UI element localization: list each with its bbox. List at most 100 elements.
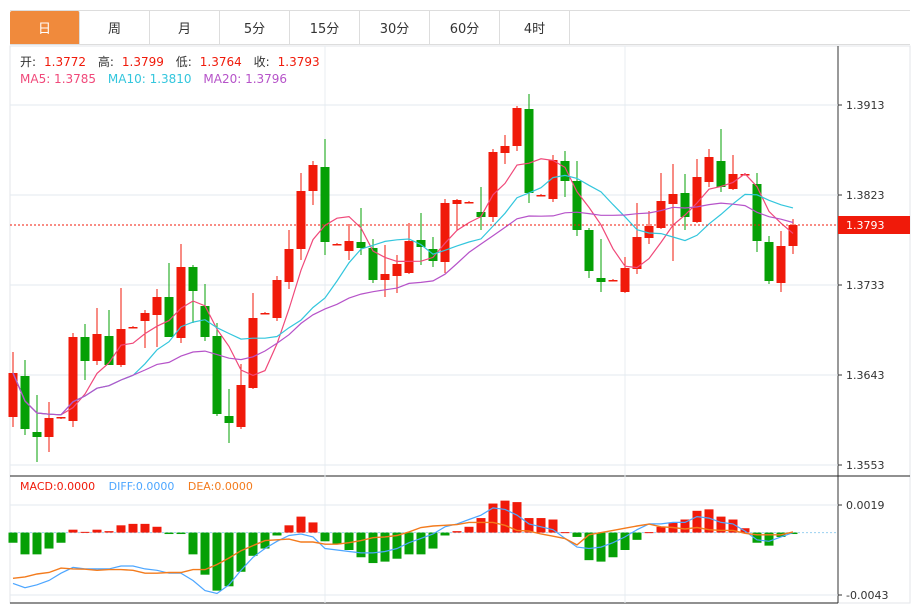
macd-bar-negative	[428, 532, 438, 549]
macd-bar-positive	[116, 525, 126, 533]
dea-line	[12, 521, 794, 579]
candle-up	[668, 194, 678, 204]
tab-day[interactable]: 日	[10, 11, 80, 44]
macd-bar-positive	[152, 526, 162, 533]
macd-bar-negative	[572, 532, 582, 537]
tab-15min[interactable]: 15分	[290, 11, 360, 44]
high-label: 高:	[97, 55, 114, 69]
candle-up	[512, 108, 522, 146]
close-label: 收:	[253, 55, 270, 69]
candle-up	[236, 385, 246, 427]
candle-up	[176, 267, 186, 338]
candle-up	[248, 318, 258, 388]
macd-bar-positive	[476, 518, 486, 533]
current-price-badge	[838, 216, 910, 234]
price-tick-label: 1.3913	[846, 99, 885, 112]
macd-bar-positive	[560, 532, 570, 534]
candle-up	[296, 191, 306, 249]
macd-bar-positive	[488, 503, 498, 533]
candle-up	[116, 329, 126, 365]
candle-up	[152, 297, 162, 315]
candle-up	[740, 174, 750, 176]
candle-down	[680, 193, 690, 217]
macd-bar-negative	[764, 532, 774, 546]
macd-bar-positive	[296, 516, 306, 533]
macd-bar-positive	[308, 522, 318, 533]
price-tick-label: 1.3553	[846, 459, 885, 472]
candle-down	[368, 248, 378, 280]
macd-bar-positive	[548, 519, 558, 533]
macd-bar-negative	[416, 532, 426, 555]
candle-up	[332, 244, 342, 246]
ma10-value: MA10: 1.3810	[107, 72, 192, 86]
high-value: 1.3799	[121, 55, 164, 69]
macd-bar-negative	[620, 532, 630, 550]
candle-up	[392, 264, 402, 276]
macd-bar-positive	[680, 519, 690, 533]
candle-up	[776, 246, 786, 283]
macd-value: MACD:0.0000	[20, 480, 96, 493]
candle-up	[704, 157, 714, 182]
macd-bar-positive	[104, 531, 114, 533]
candle-up	[788, 225, 798, 246]
macd-bar-positive	[284, 525, 294, 533]
candle-down	[212, 336, 222, 414]
tab-60min[interactable]: 60分	[430, 11, 500, 44]
macd-bar-positive	[500, 500, 510, 533]
macd-bar-positive	[716, 516, 726, 533]
macd-bar-negative	[584, 532, 594, 561]
macd-bar-negative	[8, 532, 18, 543]
candle-down	[476, 212, 486, 217]
ma5-value: MA5: 1.3785	[20, 72, 97, 86]
macd-bar-negative	[200, 532, 210, 575]
candle-up	[464, 202, 474, 204]
macd-bar-positive	[128, 523, 138, 533]
macd-bar-negative	[320, 532, 330, 542]
candle-up	[608, 280, 618, 282]
macd-bar-negative	[404, 532, 414, 555]
candle-up	[140, 313, 150, 321]
tab-week[interactable]: 周	[80, 11, 150, 44]
candle-down	[356, 242, 366, 248]
macd-bar-positive	[536, 518, 546, 533]
price-tick-label: 1.3733	[846, 279, 885, 292]
candle-up	[548, 160, 558, 199]
current-price-label: 1.3793	[846, 219, 885, 232]
macd-bar-negative	[248, 532, 258, 556]
macd-bar-negative	[56, 532, 66, 543]
ma5-line	[12, 158, 794, 416]
macd-bar-negative	[272, 532, 282, 536]
ohlc-legend: 开: 1.3772 高: 1.3799 低: 1.3764 收: 1.3793	[20, 53, 328, 70]
dea-value: DEA:0.0000	[187, 480, 253, 493]
macd-bar-negative	[188, 532, 198, 555]
macd-bar-negative	[380, 532, 390, 562]
macd-bar-positive	[92, 529, 102, 533]
candle-up	[632, 237, 642, 269]
candle-down	[596, 278, 606, 282]
candle-down	[428, 249, 438, 261]
macd-bar-negative	[608, 532, 618, 558]
tab-month[interactable]: 月	[150, 11, 220, 44]
diff-value: DIFF:0.0000	[108, 480, 175, 493]
candle-down	[572, 181, 582, 230]
candle-up	[404, 241, 414, 273]
candle-down	[764, 242, 774, 281]
macd-legend: MACD:0.0000 DIFF:0.0000 DEA:0.0000	[20, 480, 261, 493]
candle-down	[584, 230, 594, 271]
tab-4hour[interactable]: 4时	[500, 11, 570, 44]
tab-5min[interactable]: 5分	[220, 11, 290, 44]
candle-up	[380, 274, 390, 280]
macd-bar-negative	[368, 532, 378, 564]
candle-down	[20, 376, 30, 429]
macd-bar-positive	[524, 518, 534, 533]
candle-down	[200, 306, 210, 337]
macd-bar-negative	[212, 532, 222, 591]
macd-tick-label: -0.0043	[846, 589, 888, 602]
macd-bar-positive	[692, 510, 702, 533]
macd-bar-positive	[728, 519, 738, 533]
tab-30min[interactable]: 30分	[360, 11, 430, 44]
candle-up	[56, 417, 66, 419]
macd-bar-negative	[332, 532, 342, 545]
macd-bar-positive	[464, 526, 474, 533]
